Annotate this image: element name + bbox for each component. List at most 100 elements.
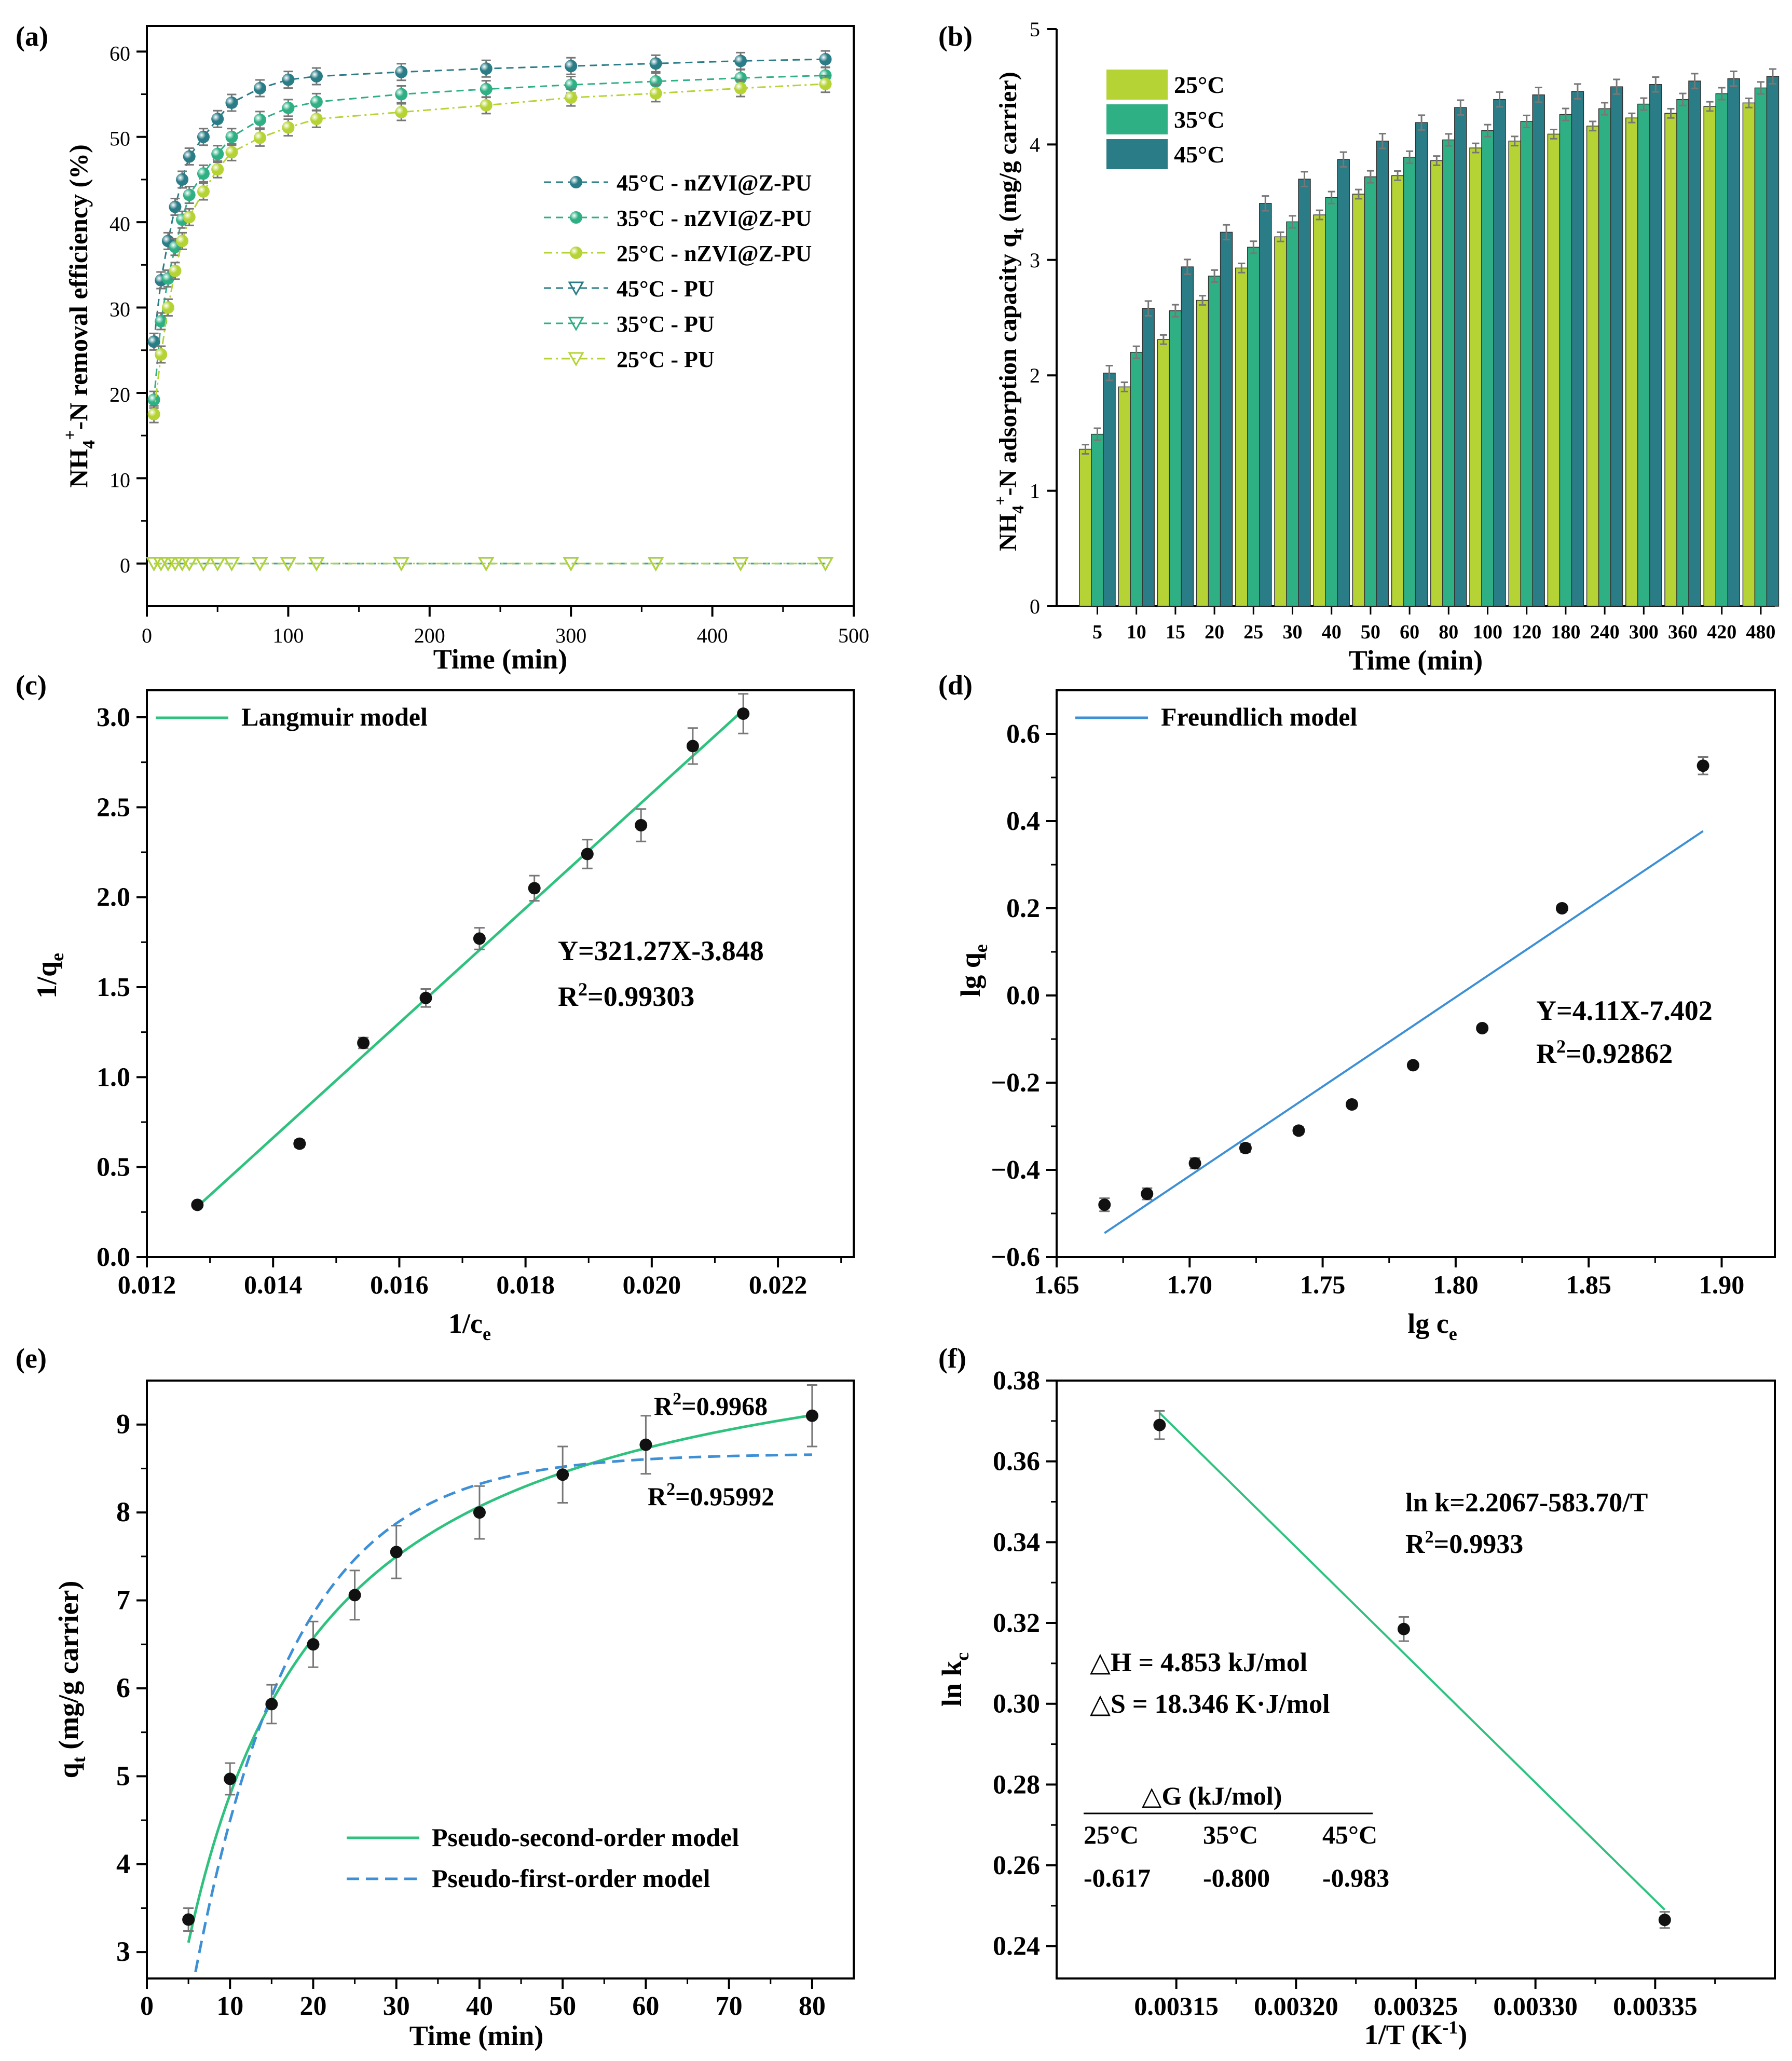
data-point — [211, 163, 224, 176]
data-point — [528, 882, 541, 895]
bar-35°C-300 — [1637, 103, 1650, 607]
legend-a: 45°C - nZVI@Z-PU 35°C - nZVI@Z-PU 25°C - n… — [544, 170, 812, 372]
y-tick-label: 0.32 — [993, 1608, 1040, 1638]
y-tick-label: 0.2 — [1006, 894, 1040, 923]
data-point — [565, 60, 578, 73]
bar-35°C-180 — [1559, 114, 1572, 607]
data-point — [147, 408, 160, 421]
legend-swatch-45°C — [1106, 139, 1168, 169]
legend-label-freundlich: Freundlich model — [1161, 702, 1357, 731]
y-tick-label: −0.2 — [991, 1068, 1040, 1098]
data-point — [211, 113, 224, 126]
bar-45°C-420 — [1727, 78, 1740, 607]
ticks-c: 0.012 0.014 0.016 0.018 0.020 0.022 0.0 0.5 1.0 1… — [97, 703, 842, 1299]
legend-label: 35°C — [1174, 106, 1225, 133]
x-tick-label: 15 — [1166, 621, 1185, 643]
panel-label-d: (d) — [938, 670, 973, 701]
data-point — [419, 991, 432, 1004]
data-point — [348, 1589, 361, 1602]
data-point — [737, 707, 750, 720]
y-tick-label: 0.30 — [993, 1689, 1040, 1719]
equation-c: Y=321.27X-3.848 — [558, 935, 764, 966]
y-tick-label: 2.5 — [97, 793, 130, 822]
equation-f: ln k=2.2067-583.70/T — [1405, 1488, 1648, 1518]
x-tick-label: 1.85 — [1566, 1270, 1611, 1299]
data-point — [805, 1409, 818, 1422]
x-tick-label: 0.016 — [370, 1270, 429, 1299]
x-axis-label-b: Time (min) — [1349, 645, 1483, 676]
data-point — [253, 113, 266, 126]
legend-label: 35°C - nZVI@Z-PU — [617, 206, 812, 231]
data-point — [155, 315, 168, 327]
data-point — [265, 1698, 278, 1711]
y-tick-label: 0.28 — [993, 1770, 1040, 1799]
data-point — [734, 82, 747, 95]
x-tick-label: 1.65 — [1034, 1270, 1079, 1299]
data-point — [161, 301, 174, 314]
x-tick-label: 0.018 — [496, 1270, 555, 1299]
x-axis-label-c: 1/ce — [448, 1308, 491, 1344]
bar-35°C-40 — [1325, 197, 1338, 607]
y-tick-label: 7 — [116, 1585, 130, 1616]
entropy-label: △S = 18.346 K·J/mol — [1090, 1689, 1330, 1719]
gibbs-value-25: -0.617 — [1084, 1863, 1151, 1892]
bar-25°C-120 — [1508, 140, 1521, 607]
x-tick-label: 480 — [1746, 621, 1775, 643]
data-point — [310, 95, 323, 108]
data-point-triangle — [732, 557, 749, 571]
data-point — [176, 173, 189, 186]
r-squared-c: R2=0.99303 — [558, 979, 694, 1012]
x-tick-label: 0.00320 — [1254, 1991, 1338, 2021]
data-point — [639, 1438, 652, 1451]
data-point-triangle — [563, 557, 579, 571]
data-point — [282, 121, 295, 134]
data-point — [224, 1772, 237, 1785]
data-point — [1098, 1198, 1111, 1211]
bar-45°C-360 — [1688, 80, 1701, 607]
legend-marker — [570, 247, 582, 259]
plot-area-a — [146, 50, 834, 571]
data-point-triangle — [817, 557, 834, 571]
data-point-triangle — [223, 557, 240, 571]
data-point-triangle — [478, 557, 495, 571]
y-tick-label: 3.0 — [97, 703, 130, 732]
data-point — [1239, 1142, 1252, 1154]
y-tick-label: 0.5 — [97, 1153, 130, 1182]
bar-35°C-80 — [1442, 139, 1455, 607]
x-tick-label: 25 — [1243, 621, 1263, 643]
gibbs-value-35: -0.800 — [1203, 1863, 1270, 1892]
bar-35°C-25 — [1247, 247, 1260, 607]
x-axis-label-f: 1/T (K-1) — [1364, 2017, 1468, 2050]
data-point — [155, 348, 168, 361]
y-tick-label: 0.34 — [993, 1527, 1040, 1557]
x-tick-label: 30 — [1283, 621, 1303, 643]
bar-45°C-80 — [1454, 107, 1467, 607]
bar-45°C-20 — [1220, 231, 1233, 607]
ticks-d: 1.65 1.70 1.75 1.80 1.85 1.90 −0.6 −0.4 −0.2 0.0 0… — [991, 719, 1744, 1299]
x-tick-label: 500 — [838, 624, 869, 647]
plot-area-c — [191, 693, 750, 1211]
bar-35°C-30 — [1286, 221, 1299, 607]
y-tick-label: 5 — [116, 1760, 130, 1791]
x-tick-label: 0.022 — [749, 1270, 808, 1299]
panel-label-c: (c) — [16, 670, 47, 701]
bar-25°C-5 — [1079, 448, 1092, 607]
plot-frame-c — [146, 689, 855, 1258]
x-tick-label: 200 — [414, 624, 445, 647]
bar-25°C-50 — [1352, 194, 1365, 607]
x-tick-label: 0.012 — [118, 1270, 176, 1299]
bar-35°C-20 — [1208, 276, 1221, 607]
data-point — [211, 147, 224, 160]
equation-d: Y=4.11X-7.402 — [1536, 995, 1713, 1026]
y-tick-label: 0.4 — [1006, 807, 1040, 836]
bar-25°C-300 — [1625, 117, 1638, 607]
ticks-a: 0 100 200 300 400 500 0 10 20 30 40 50 60 — [110, 42, 869, 647]
data-point — [1188, 1157, 1201, 1170]
y-tick-label: 2.0 — [97, 883, 130, 912]
legend-label-pfo: Pseudo-first-order model — [432, 1864, 710, 1893]
data-point — [480, 83, 493, 95]
bar-35°C-120 — [1520, 121, 1533, 607]
bar-25°C-30 — [1274, 236, 1287, 607]
plot-area-b — [1079, 68, 1780, 607]
gibbs-value-45: -0.983 — [1322, 1863, 1389, 1892]
